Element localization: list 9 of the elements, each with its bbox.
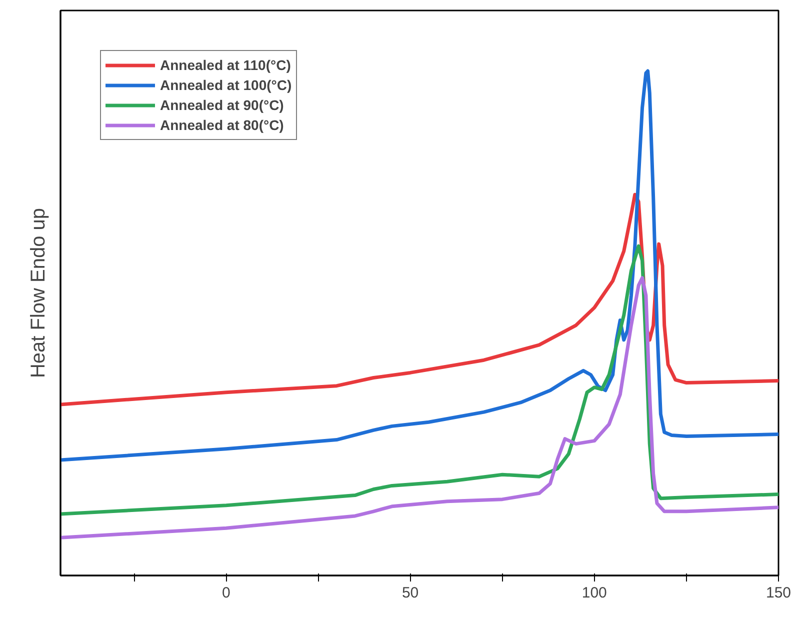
y-axis-title: Heat Flow Endo up xyxy=(28,208,50,378)
x-tick-label: 50 xyxy=(402,584,419,602)
legend-label: Annealed at 100(°C) xyxy=(160,77,292,93)
legend-label: Annealed at 80(°C) xyxy=(160,117,284,133)
legend-label: Annealed at 110(°C) xyxy=(160,57,291,73)
x-tick-label: 100 xyxy=(582,584,607,602)
x-tick-label: 150 xyxy=(766,584,792,602)
x-tick-label: 0 xyxy=(222,584,230,602)
legend-label: Annealed at 90(°C) xyxy=(160,97,284,113)
